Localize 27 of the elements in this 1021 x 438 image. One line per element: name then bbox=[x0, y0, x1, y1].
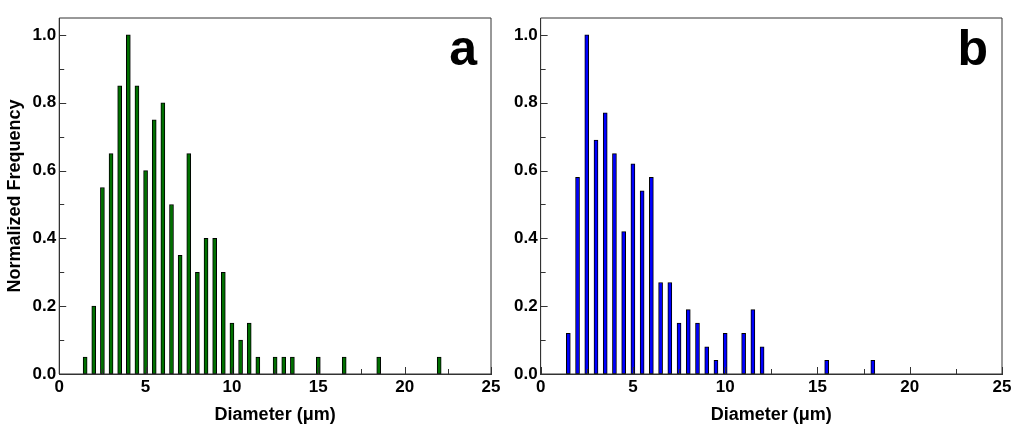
y-tick-label: 1.0 bbox=[513, 24, 538, 44]
x-tick-label: 15 bbox=[807, 376, 827, 396]
x-tick-label: 0 bbox=[54, 376, 64, 396]
y-tick-label: 0.6 bbox=[32, 160, 57, 180]
y-tick-label: 0.6 bbox=[513, 160, 538, 180]
y-tick-label: 0.2 bbox=[513, 295, 538, 315]
y-tick-label: 1.0 bbox=[32, 24, 57, 44]
y-axis-title: Normalized Frequency bbox=[3, 99, 24, 293]
y-tick-label: 0.4 bbox=[32, 228, 57, 248]
x-tick-label: 10 bbox=[222, 376, 242, 396]
x-tick-label: 25 bbox=[481, 376, 501, 396]
x-tick-label: 5 bbox=[140, 376, 151, 396]
annotation: a bbox=[449, 19, 479, 76]
x-axis-title: Diameter (μm) bbox=[214, 404, 336, 425]
x-tick-label: 5 bbox=[628, 376, 638, 396]
annotation: b bbox=[957, 19, 988, 76]
y-tick-label: 0.0 bbox=[513, 363, 538, 383]
x-tick-label: 25 bbox=[992, 376, 1012, 396]
x-tick-label: 20 bbox=[900, 376, 920, 396]
y-tick-label: 0.8 bbox=[32, 92, 57, 112]
x-tick-label: 15 bbox=[308, 376, 328, 396]
x-axis-title: Diameter (μm) bbox=[710, 404, 832, 425]
y-tick-label: 0.2 bbox=[32, 295, 57, 315]
x-tick-label: 20 bbox=[395, 376, 415, 396]
x-tick-label: 10 bbox=[715, 376, 735, 396]
y-tick-label: 0.8 bbox=[513, 92, 538, 112]
y-tick-label: 0.4 bbox=[513, 228, 539, 248]
